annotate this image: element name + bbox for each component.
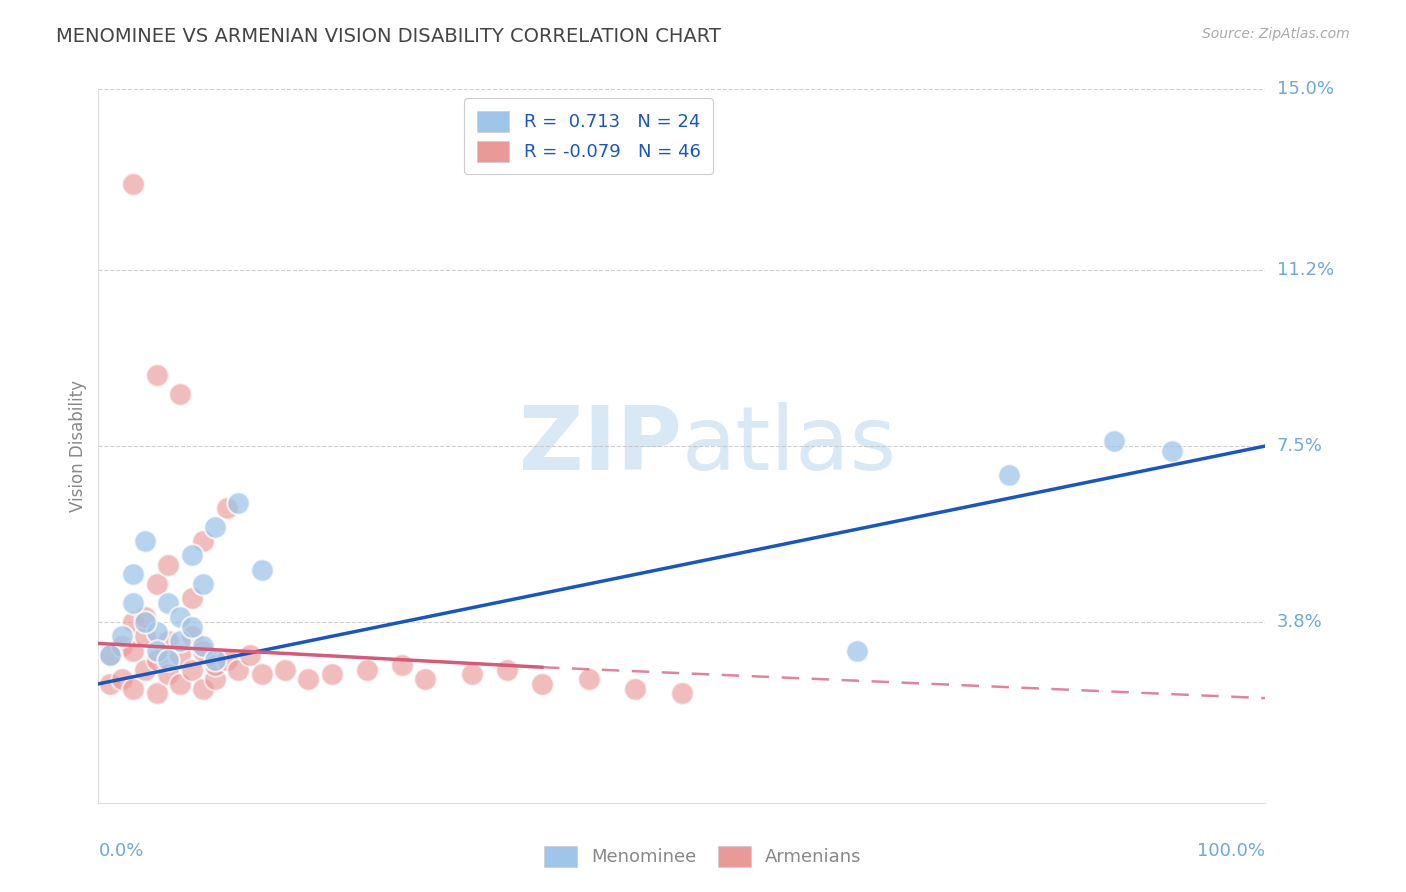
Text: ZIP: ZIP: [519, 402, 682, 490]
Point: [228, 496, 250, 510]
Point: [169, 634, 191, 648]
Point: [413, 672, 436, 686]
Text: 15.0%: 15.0%: [1277, 80, 1333, 98]
Point: [146, 653, 169, 667]
Point: [461, 667, 484, 681]
Point: [157, 653, 180, 667]
Point: [169, 648, 191, 663]
Point: [180, 620, 202, 634]
Point: [98, 648, 121, 663]
Point: [193, 643, 215, 657]
Y-axis label: Vision Disability: Vision Disability: [69, 380, 87, 512]
Point: [134, 615, 156, 629]
Point: [157, 667, 180, 681]
Point: [169, 386, 191, 401]
Point: [1161, 443, 1184, 458]
Point: [134, 629, 156, 643]
Point: [169, 610, 191, 624]
Point: [215, 653, 238, 667]
Point: [250, 667, 273, 681]
Point: [98, 648, 121, 663]
Point: [321, 667, 343, 681]
Point: [111, 672, 134, 686]
Point: [146, 643, 169, 657]
Point: [180, 549, 202, 563]
Point: [122, 615, 145, 629]
Point: [134, 663, 156, 677]
Legend: R =  0.713   N = 24, R = -0.079   N = 46: R = 0.713 N = 24, R = -0.079 N = 46: [464, 98, 713, 174]
Point: [146, 368, 169, 382]
Point: [297, 672, 319, 686]
Point: [98, 677, 121, 691]
Point: [356, 663, 378, 677]
Point: [228, 663, 250, 677]
Point: [274, 663, 297, 677]
Point: [215, 500, 238, 515]
Point: [157, 558, 180, 572]
Point: [122, 178, 145, 192]
Point: [157, 634, 180, 648]
Text: 11.2%: 11.2%: [1277, 261, 1334, 279]
Point: [239, 648, 262, 663]
Point: [846, 643, 869, 657]
Point: [530, 677, 553, 691]
Point: [204, 672, 226, 686]
Point: [180, 629, 202, 643]
Point: [134, 534, 156, 549]
Text: Source: ZipAtlas.com: Source: ZipAtlas.com: [1202, 27, 1350, 41]
Text: 7.5%: 7.5%: [1277, 437, 1323, 455]
Text: atlas: atlas: [682, 402, 897, 490]
Point: [391, 657, 413, 672]
Point: [250, 563, 273, 577]
Point: [146, 686, 169, 700]
Point: [193, 639, 215, 653]
Point: [496, 663, 519, 677]
Point: [122, 681, 145, 696]
Point: [180, 663, 202, 677]
Point: [122, 596, 145, 610]
Point: [134, 610, 156, 624]
Point: [624, 681, 647, 696]
Text: 3.8%: 3.8%: [1277, 613, 1322, 631]
Point: [146, 577, 169, 591]
Point: [111, 639, 134, 653]
Point: [997, 467, 1019, 482]
Point: [180, 591, 202, 606]
Point: [193, 534, 215, 549]
Point: [204, 653, 226, 667]
Point: [204, 520, 226, 534]
Text: 100.0%: 100.0%: [1198, 842, 1265, 860]
Point: [578, 672, 600, 686]
Point: [146, 624, 169, 639]
Point: [111, 629, 134, 643]
Point: [1102, 434, 1125, 449]
Point: [193, 577, 215, 591]
Text: MENOMINEE VS ARMENIAN VISION DISABILITY CORRELATION CHART: MENOMINEE VS ARMENIAN VISION DISABILITY …: [56, 27, 721, 45]
Point: [204, 657, 226, 672]
Point: [671, 686, 693, 700]
Point: [122, 643, 145, 657]
Point: [122, 567, 145, 582]
Legend: Menominee, Armenians: Menominee, Armenians: [537, 838, 869, 874]
Point: [157, 596, 180, 610]
Point: [193, 681, 215, 696]
Point: [169, 677, 191, 691]
Text: 0.0%: 0.0%: [98, 842, 143, 860]
